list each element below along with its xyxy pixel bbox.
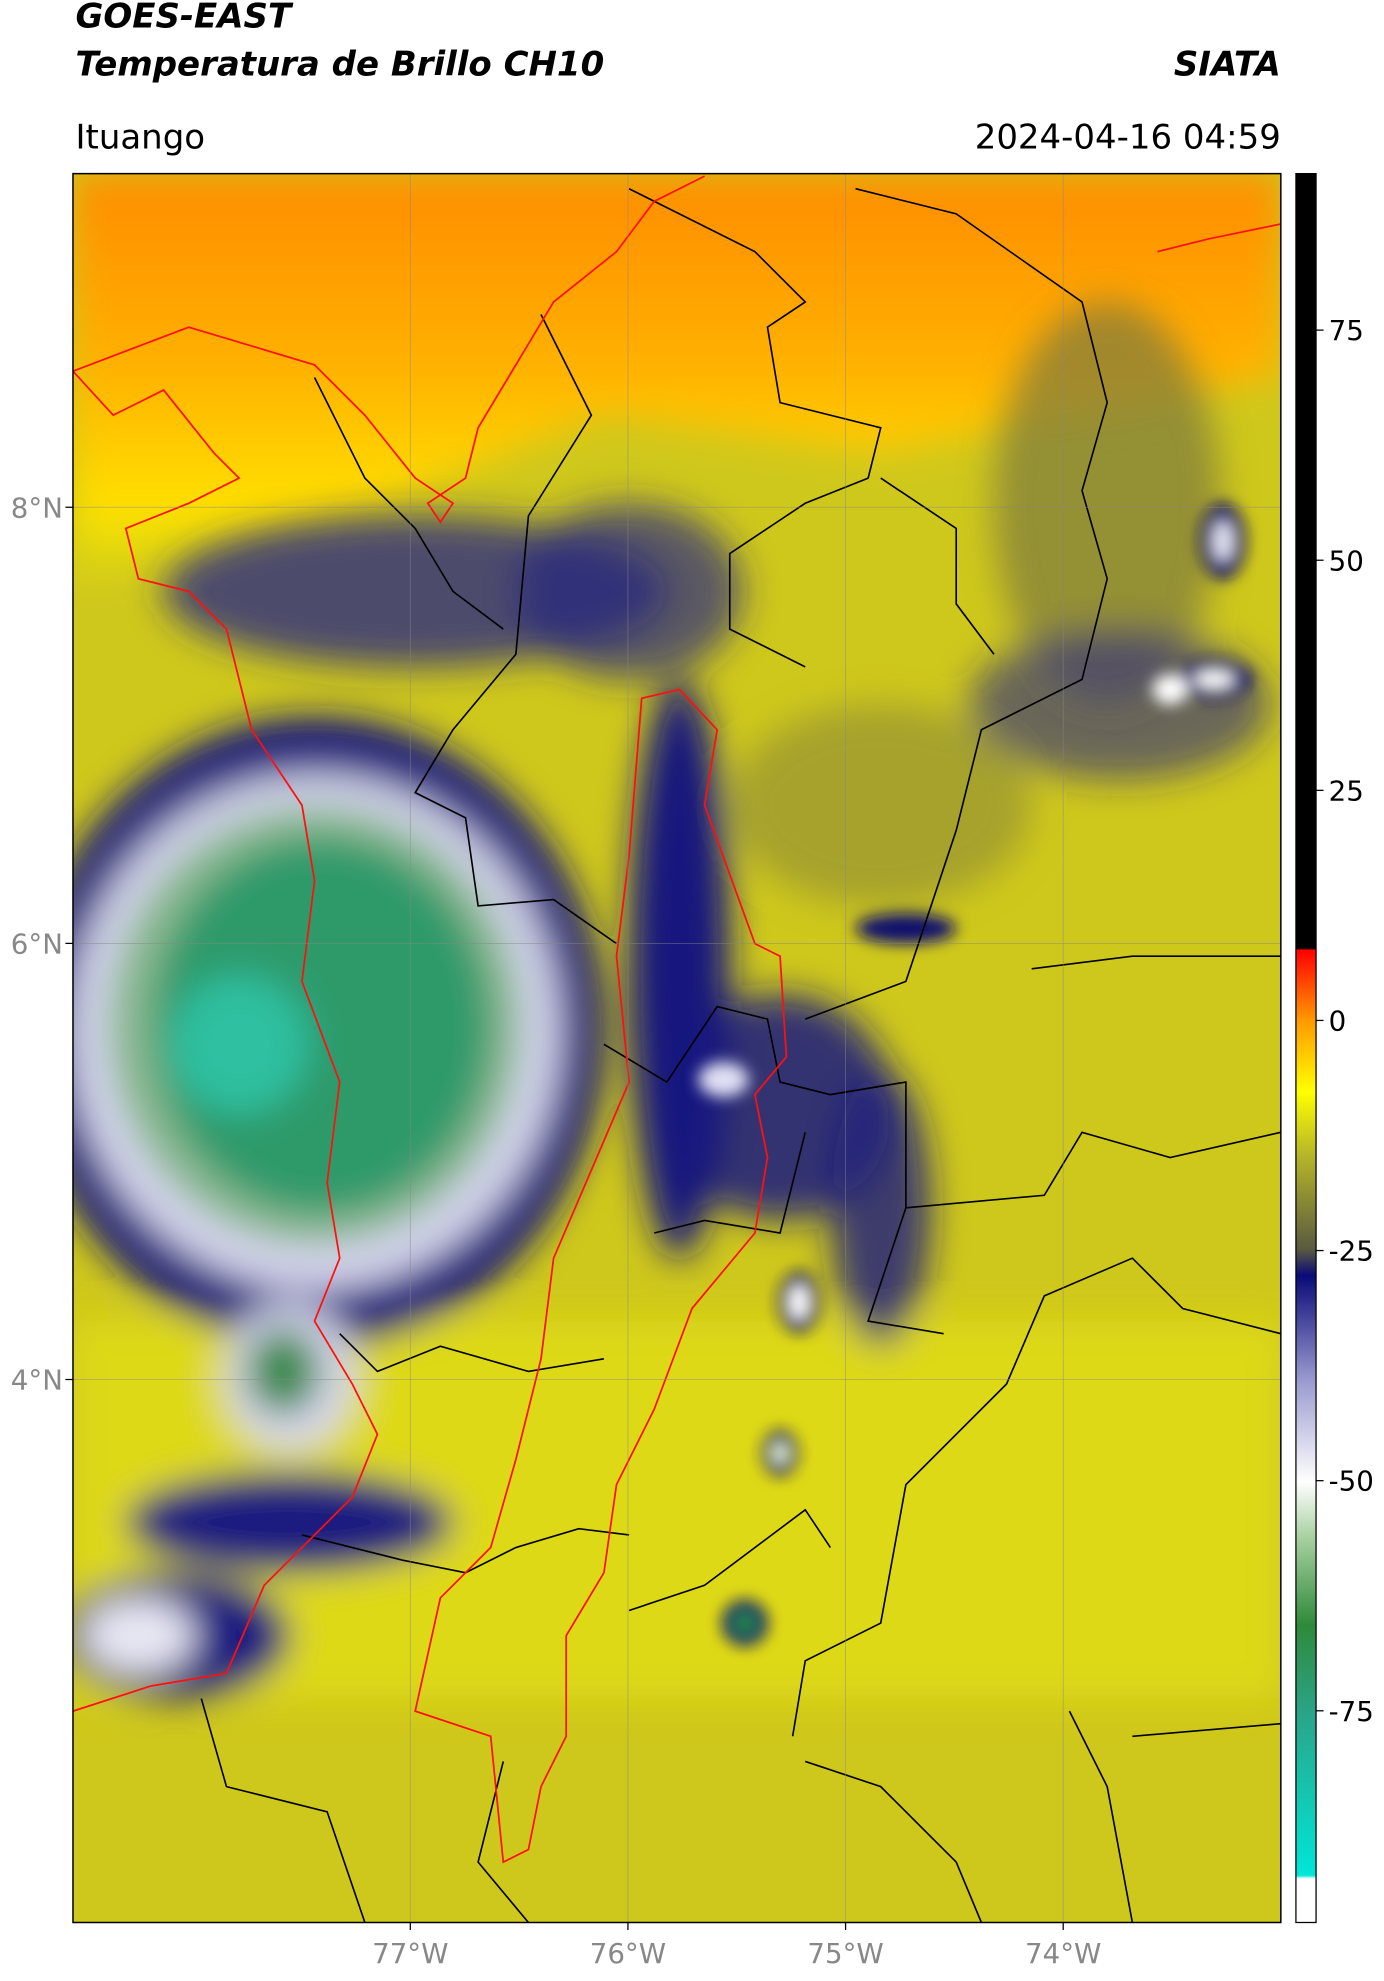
map-frame [72,172,1282,1924]
colorbar [1295,172,1317,1924]
borders [200,187,1281,1923]
y-tick-label: 6°N [11,927,63,960]
colorbar-tick-label: 0 [1329,1005,1347,1038]
colorbar-tick-label: -75 [1329,1695,1374,1728]
colorbar-tick-label: -25 [1329,1235,1374,1268]
colorbar-tick-label: 25 [1329,774,1364,807]
timestamp: 2024-04-16 04:59 [975,117,1281,157]
x-tick-label: 77°W [372,1937,448,1970]
y-tick-label: 8°N [11,491,63,524]
satellite-image [72,173,1281,1923]
y-tick-label: 4°N [11,1364,63,1397]
colorbar-tick-label: 50 [1329,544,1364,577]
region: Ituango [75,117,205,157]
colorbar-tick-label: -50 [1329,1465,1374,1498]
subtitle: Temperatura de Brillo CH10 [75,44,604,84]
x-tick-label: 74°W [1025,1937,1101,1970]
colorbar-tick-label: 75 [1329,314,1364,347]
title: GOES-EAST [75,0,293,37]
source: SIATA [1174,44,1281,84]
graticule [72,173,1281,1923]
x-tick-label: 76°W [590,1937,666,1970]
axes: 77°W 76°W 75°W 74°W 8°N 6°N 4°N 75 50 25 0 -25 -50 -7… [11,314,1374,1970]
x-tick-label: 75°W [807,1937,883,1970]
region-outline [72,175,1281,1864]
